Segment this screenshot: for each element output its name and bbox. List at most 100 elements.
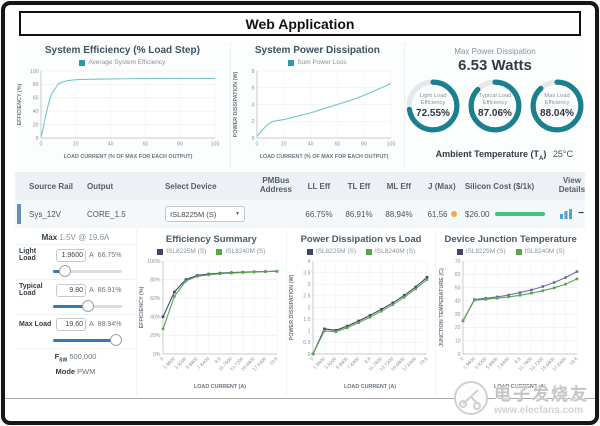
max-load-slider[interactable] [53, 334, 122, 346]
watermark-url: www.elecfans.com [494, 405, 584, 416]
svg-text:10: 10 [454, 339, 460, 345]
chevron-down-icon: ▼ [235, 211, 240, 217]
table-header-row: Source Rail Output Select Device PMBus A… [15, 172, 585, 200]
watermark-brand: 电子发烧友 [494, 385, 589, 404]
typical-load-control: Typical Load 9.80 A 86.91% [15, 280, 136, 315]
light-load-slider[interactable] [53, 265, 122, 277]
svg-text:2: 2 [308, 305, 311, 311]
typical-load-pct: 86.91% [97, 286, 122, 294]
typical-load-efficiency-value: 87.06% [478, 107, 512, 119]
svg-text:50: 50 [454, 285, 460, 291]
mode-value: PWM [77, 366, 96, 376]
svg-text:2: 2 [251, 119, 254, 125]
gauge-ring [406, 79, 460, 133]
system-efficiency-panel: System Efficiency (% Load Step) Average … [15, 42, 231, 168]
svg-text:20: 20 [454, 325, 460, 331]
max-power-value: 6.53 Watts [458, 57, 532, 74]
svg-text:1: 1 [308, 329, 311, 335]
silicon-cost-value: $26.00 [465, 209, 490, 219]
svg-text:20: 20 [281, 142, 287, 148]
cost-bar [495, 212, 546, 216]
source-rail-value: Sys_12V [29, 209, 62, 219]
light-load-input[interactable]: 1.9600 [56, 248, 86, 262]
svg-text:70: 70 [454, 259, 460, 265]
efficiency-summary-panel: Efficiency Summary ISL8225M (S) ISL8240M… [137, 230, 287, 397]
junction-temp-chart: 01020304050607001.96003.92005.88007.8400… [439, 259, 580, 390]
system-efficiency-legend: Average System Efficiency [15, 59, 230, 66]
window-title-bar: Web Application [19, 11, 581, 36]
efficiency-gauges: Light Load Efficiency 72.55% Typical Load… [405, 78, 585, 134]
svg-text:40: 40 [108, 142, 114, 148]
max-load-pct: 88.94% [97, 321, 122, 328]
switching-frequency: FSW 500,000 [54, 352, 97, 364]
collapse-row-icon[interactable]: − [578, 208, 584, 219]
svg-text:9.8: 9.8 [363, 356, 372, 365]
efficiency-summary-title: Efficiency Summary [165, 234, 257, 245]
svg-text:0: 0 [309, 356, 315, 362]
table-row[interactable]: Sys_12V CORE_1.5 ISL8225M (S) ▼ 66.75% 8… [15, 200, 585, 228]
svg-text:100: 100 [30, 69, 39, 75]
svg-text:40%: 40% [150, 315, 161, 321]
svg-text:LOAD CURRENT (A): LOAD CURRENT (A) [194, 384, 246, 390]
slider-thumb[interactable] [110, 334, 122, 346]
typical-load-slider[interactable] [53, 300, 122, 312]
power-vs-load-title: Power Dissipation vs Load [300, 234, 422, 245]
svg-text:80: 80 [33, 82, 39, 88]
gauge-ring [530, 79, 584, 133]
elecfans-logo-icon [454, 381, 488, 415]
svg-text:0%: 0% [153, 352, 161, 358]
col-select-device: Select Device [164, 181, 217, 191]
output-value: CORE_1.5 [87, 209, 126, 219]
light-load-label: Light Load [19, 248, 37, 262]
legend-swatch-teal [288, 59, 295, 66]
junction-temp-title: Device Junction Temperature [444, 234, 577, 245]
svg-text:100%: 100% [148, 259, 162, 265]
legend-swatch-navy [157, 248, 164, 255]
light-load-control: Light Load 1.9600 A 66.75% [15, 245, 136, 280]
svg-text:80: 80 [361, 142, 367, 148]
top-dashboard-section: System Efficiency (% Load Step) Average … [15, 42, 585, 168]
svg-text:LOAD CURRENT (% OF MAX FOR EAC: LOAD CURRENT (% OF MAX FOR EACH OUTPUT) [64, 154, 193, 160]
svg-text:0: 0 [457, 352, 460, 358]
svg-text:7.8400: 7.8400 [197, 356, 212, 371]
mode: Mode PWM [55, 366, 96, 376]
legend-item: Average System Efficiency [79, 59, 165, 66]
typical-load-efficiency-gauge: Typical Load Efficiency 87.06% [467, 78, 523, 134]
svg-text:100: 100 [386, 142, 395, 148]
watermark: 电子发烧友 www.elecfans.com [452, 379, 589, 417]
svg-text:9.8: 9.8 [513, 356, 522, 365]
typical-load-input[interactable]: 9.80 [56, 283, 86, 297]
legend-swatch-navy [306, 248, 313, 255]
slider-thumb[interactable] [58, 265, 71, 277]
legend-swatch-green [515, 248, 522, 255]
legend-swatch-green [216, 248, 223, 255]
slider-thumb[interactable] [81, 300, 94, 312]
svg-text:7.8400: 7.8400 [496, 356, 511, 371]
system-power-title: System Power Dissipation [254, 45, 380, 56]
svg-text:4: 4 [251, 102, 254, 108]
svg-text:40: 40 [454, 299, 460, 305]
svg-text:2.5: 2.5 [303, 294, 310, 300]
row-accent-bar [17, 204, 21, 224]
svg-text:20%: 20% [150, 333, 161, 339]
light-load-efficiency-value: 72.55% [416, 107, 450, 119]
svg-text:80%: 80% [150, 277, 161, 283]
light-load-pct: 66.75% [97, 251, 122, 259]
system-efficiency-title: System Efficiency (% Load Step) [44, 45, 200, 56]
bar-chart-icon[interactable] [560, 209, 573, 219]
svg-text:LOAD CURRENT (A): LOAD CURRENT (A) [494, 384, 546, 390]
ml-eff-value: 88.94% [385, 209, 413, 219]
col-source-rail: Source Rail [29, 181, 74, 191]
svg-text:30: 30 [454, 312, 460, 318]
max-load-input[interactable]: 19.60 [56, 318, 86, 331]
svg-text:0: 0 [255, 142, 258, 148]
max-rating: Max 1.5V @ 19.6A [15, 230, 136, 245]
ambient-temperature-value: 25°C [552, 149, 573, 160]
svg-text:0: 0 [308, 352, 311, 358]
device-select[interactable]: ISL8225M (S) ▼ [165, 206, 245, 222]
col-tl-eff: TL Eff [347, 181, 371, 191]
svg-text:0.5: 0.5 [303, 340, 310, 346]
svg-text:9.8: 9.8 [214, 356, 223, 365]
